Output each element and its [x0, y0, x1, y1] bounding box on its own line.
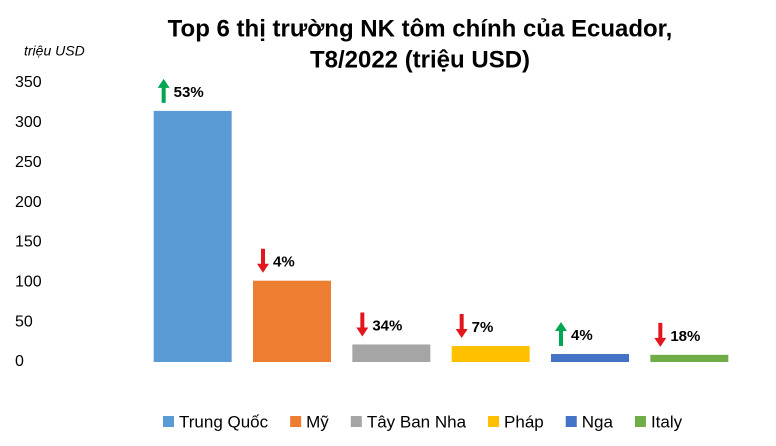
arrow	[654, 322, 667, 347]
change-label: 4%	[571, 327, 593, 344]
legend-swatch	[488, 416, 500, 427]
legend-swatch	[634, 416, 646, 427]
y-tick-label: 150	[15, 234, 42, 251]
change-label: 18%	[670, 328, 700, 345]
change-label: 53%	[174, 84, 204, 101]
y-tick-label: 250	[15, 154, 42, 171]
y-tick-label: 100	[15, 274, 42, 291]
trend-arrow	[654, 322, 667, 347]
trend-arrow	[257, 248, 269, 273]
arrow	[356, 312, 369, 337]
legend-label: Italy	[651, 412, 683, 431]
bar	[253, 280, 331, 362]
bar	[153, 110, 232, 363]
bar	[551, 354, 629, 362]
trend-arrow	[455, 314, 468, 339]
legend-label: Nga	[582, 412, 614, 431]
trend-arrow	[356, 312, 369, 337]
legend-swatch	[290, 416, 302, 427]
change-label: 7%	[472, 319, 494, 336]
bar	[650, 354, 729, 362]
arrow	[455, 314, 468, 339]
y-tick-label: 300	[15, 114, 42, 131]
y-tick-label: 50	[15, 313, 33, 330]
y-axis-label: triệu USD	[24, 43, 85, 59]
legend-swatch	[565, 416, 577, 427]
change-label: 4%	[273, 254, 295, 271]
bar	[352, 344, 431, 362]
legend-swatch	[350, 416, 362, 427]
trend-arrow	[555, 322, 567, 347]
y-tick-label: 200	[15, 194, 42, 211]
trend-arrow	[157, 78, 170, 103]
legend-label: Pháp	[504, 412, 544, 431]
legend-label: Mỹ	[306, 412, 329, 431]
arrow	[555, 322, 567, 347]
y-tick-label: 0	[15, 353, 24, 370]
chart-title: Top 6 thị trường NK tôm chính của Ecuado…	[168, 15, 673, 42]
legend-label: Trung Quốc	[179, 412, 269, 431]
change-label: 34%	[372, 317, 402, 334]
legend-label: Tây Ban Nha	[367, 412, 467, 431]
arrow	[157, 78, 170, 103]
bar	[451, 346, 530, 362]
chart-title: T8/2022 (triệu USD)	[310, 46, 530, 73]
y-tick-label: 350	[15, 74, 42, 91]
legend-swatch	[163, 416, 174, 427]
arrow	[257, 248, 269, 273]
